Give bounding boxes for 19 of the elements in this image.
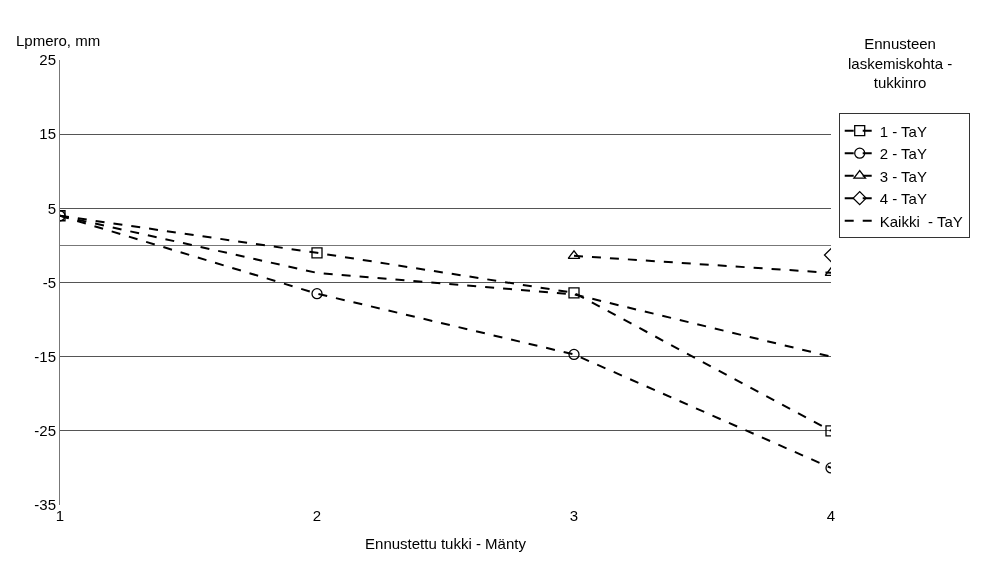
y-axis-title: Lpmero, mm [16, 32, 101, 49]
legend-label: 4 - TaY [879, 190, 927, 207]
y-tick-label: -15 [34, 347, 56, 365]
y-tick-label: 5 [47, 199, 56, 217]
y-tick-label: 15 [39, 125, 56, 143]
x-tick-label: 1 [55, 507, 65, 524]
legend-label: 3 - TaY [879, 167, 927, 185]
legend-title: Ennusteen laskemiskohta - tukkinro [848, 35, 953, 91]
x-axis-title: Ennustettu tukki - Mänty [365, 535, 527, 552]
legend-label: Kaikki - TaY [879, 212, 963, 230]
y-tick-label: -25 [34, 422, 56, 440]
x-tick-label: 2 [312, 507, 322, 524]
legend-label: 1 - TaY [879, 122, 927, 140]
y-tick-label: 25 [39, 51, 56, 69]
x-tick-label: 4 [826, 507, 836, 524]
y-tick-label: -5 [42, 273, 56, 291]
legend-label: 2 - TaY [879, 145, 927, 162]
y-tick-label: -35 [34, 496, 56, 514]
x-tick-label: 3 [569, 507, 579, 524]
